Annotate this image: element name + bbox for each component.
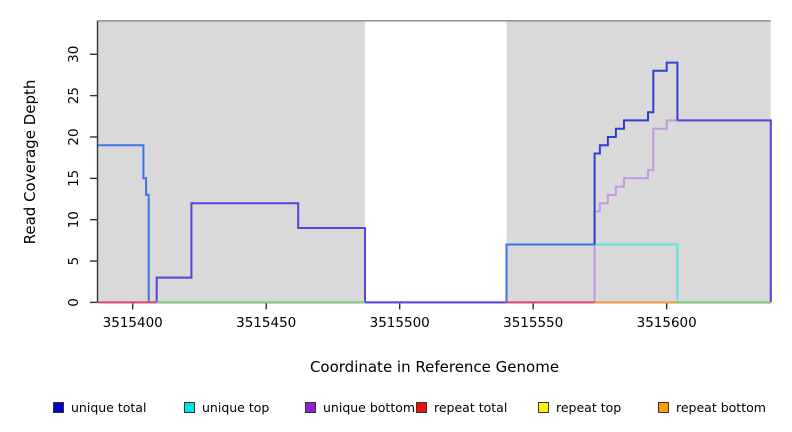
series-line-unique-total (505, 243, 595, 303)
series-line-unique-total (155, 202, 507, 304)
legend-item-unique-top: unique top (184, 398, 269, 416)
y-tick-label: 0 (66, 298, 82, 307)
y-axis-title: Read Coverage Depth (21, 79, 39, 245)
legend-swatch-icon (305, 401, 316, 413)
y-tick-label: 20 (66, 128, 82, 145)
legend-swatch-icon (538, 401, 549, 413)
legend-label: unique bottom (323, 399, 416, 415)
series-line-unique-total (677, 119, 772, 303)
y-tick-label: 10 (66, 211, 82, 228)
x-tick-label: 3515500 (370, 315, 430, 331)
legend-item-unique-total: unique total (53, 398, 146, 416)
legend: unique total unique top unique bottom repea… (0, 398, 792, 424)
legend-label: repeat bottom (676, 399, 766, 415)
legend-label: repeat top (556, 399, 622, 415)
y-tick-label: 15 (66, 170, 82, 187)
y-tick-label: 30 (66, 46, 82, 63)
legend-item-repeat-total: repeat total (416, 398, 507, 416)
legend-label: repeat total (434, 399, 508, 415)
series-line-unique-total (98, 144, 157, 304)
x-tick-label: 3515400 (103, 315, 163, 331)
y-tick-label: 25 (66, 87, 82, 104)
series-line-unique-total (593, 61, 679, 245)
x-tick-label: 3515600 (637, 315, 697, 331)
legend-swatch-icon (53, 401, 64, 413)
x-tick-label: 3515550 (503, 315, 563, 331)
legend-label: unique total (71, 399, 147, 415)
shaded-region (506, 21, 771, 303)
legend-item-unique-bottom: unique bottom (305, 398, 415, 416)
shaded-region (98, 21, 365, 303)
legend-swatch-icon (416, 401, 427, 413)
legend-swatch-icon (184, 401, 195, 413)
legend-item-repeat-top: repeat top (538, 398, 621, 416)
legend-item-repeat-bottom: repeat bottom (658, 398, 766, 416)
y-tick-label: 5 (66, 257, 82, 266)
x-tick-label: 3515450 (236, 315, 296, 331)
legend-label: unique top (202, 399, 270, 415)
x-axis-title: Coordinate in Reference Genome (309, 358, 560, 376)
legend-swatch-icon (658, 401, 669, 413)
